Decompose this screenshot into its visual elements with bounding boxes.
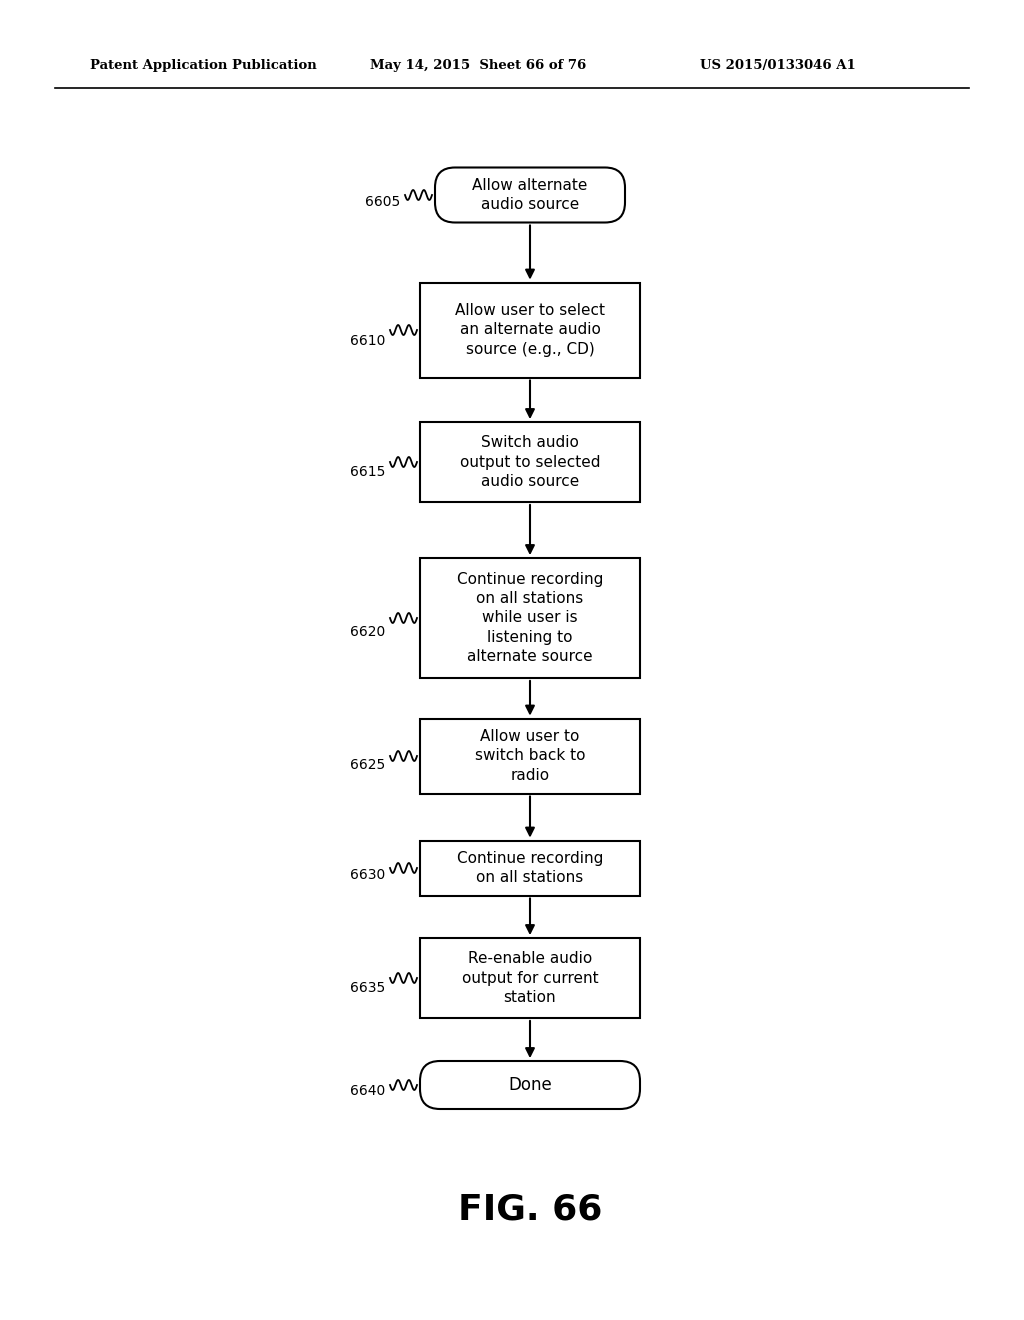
FancyBboxPatch shape (435, 168, 625, 223)
Text: 6620: 6620 (350, 626, 386, 639)
FancyBboxPatch shape (420, 282, 640, 378)
Text: May 14, 2015  Sheet 66 of 76: May 14, 2015 Sheet 66 of 76 (370, 58, 587, 71)
Text: Done: Done (508, 1076, 552, 1094)
Text: Patent Application Publication: Patent Application Publication (90, 58, 316, 71)
Text: 6610: 6610 (350, 334, 386, 348)
Text: FIG. 66: FIG. 66 (458, 1193, 602, 1228)
Text: Allow alternate
audio source: Allow alternate audio source (472, 178, 588, 213)
Text: 6640: 6640 (350, 1084, 386, 1098)
Text: 6625: 6625 (350, 758, 386, 772)
FancyBboxPatch shape (420, 718, 640, 793)
FancyBboxPatch shape (420, 939, 640, 1018)
Text: 6605: 6605 (366, 194, 400, 209)
Text: Allow user to
switch back to
radio: Allow user to switch back to radio (475, 729, 586, 783)
FancyBboxPatch shape (420, 841, 640, 895)
FancyBboxPatch shape (420, 422, 640, 502)
FancyBboxPatch shape (420, 1061, 640, 1109)
FancyBboxPatch shape (420, 558, 640, 678)
Text: Allow user to select
an alternate audio
source (e.g., CD): Allow user to select an alternate audio … (455, 304, 605, 356)
Text: Switch audio
output to selected
audio source: Switch audio output to selected audio so… (460, 436, 600, 488)
Text: 6630: 6630 (350, 867, 386, 882)
Text: 6635: 6635 (350, 981, 386, 994)
Text: US 2015/0133046 A1: US 2015/0133046 A1 (700, 58, 856, 71)
Text: Re-enable audio
output for current
station: Re-enable audio output for current stati… (462, 952, 598, 1005)
Text: Continue recording
on all stations: Continue recording on all stations (457, 851, 603, 886)
Text: 6615: 6615 (350, 465, 386, 479)
Text: Continue recording
on all stations
while user is
listening to
alternate source: Continue recording on all stations while… (457, 572, 603, 664)
